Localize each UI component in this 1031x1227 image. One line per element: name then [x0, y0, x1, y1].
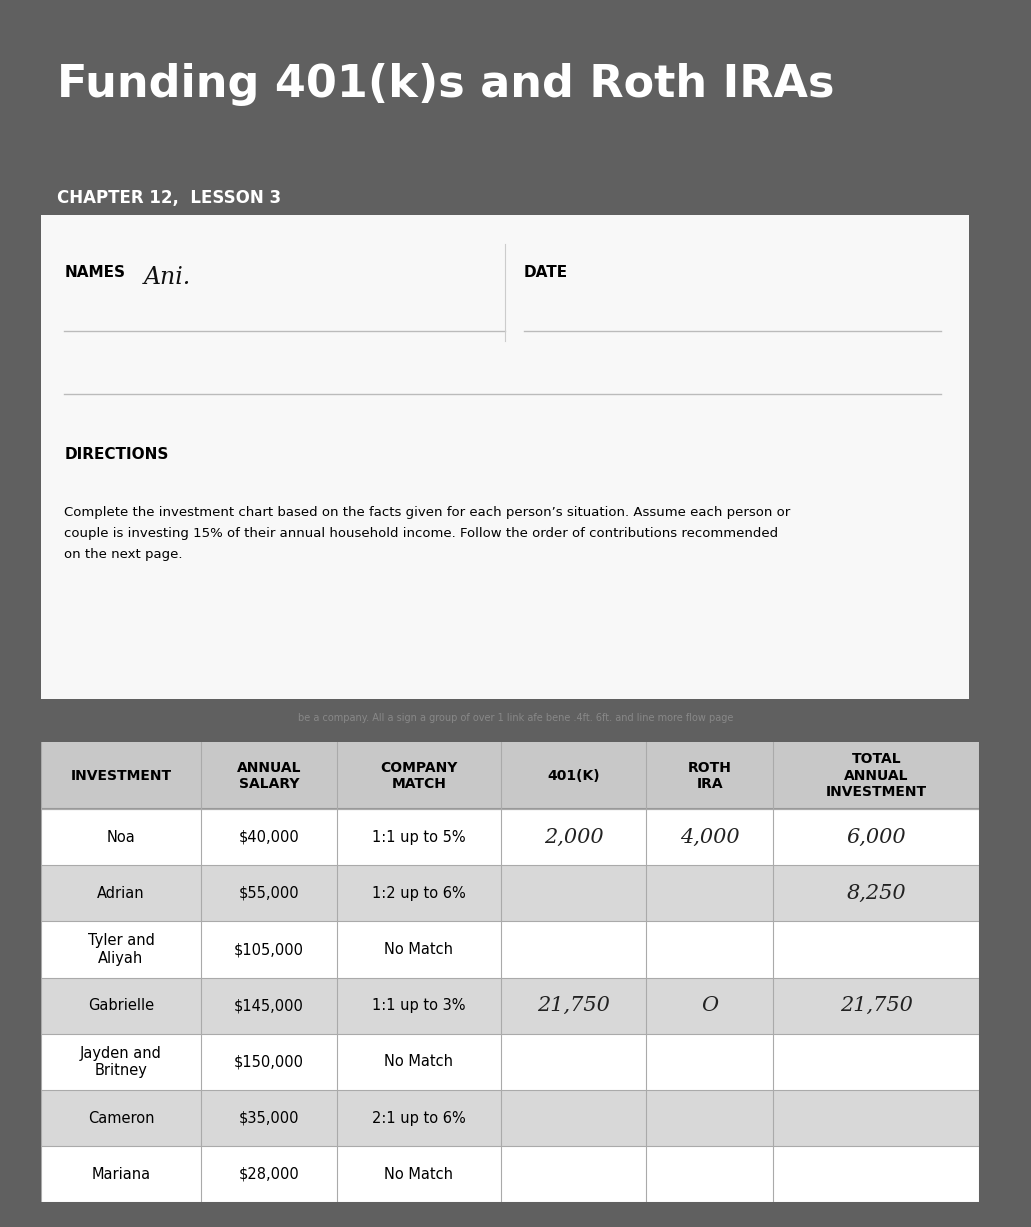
- Text: No Match: No Match: [385, 942, 454, 957]
- Text: ROTH
IRA: ROTH IRA: [688, 761, 732, 790]
- Text: INVESTMENT: INVESTMENT: [70, 768, 171, 783]
- Text: Jayden and
Britney: Jayden and Britney: [80, 1045, 162, 1079]
- Bar: [41, 1146, 979, 1202]
- Bar: [41, 1090, 979, 1146]
- Text: DIRECTIONS: DIRECTIONS: [64, 448, 169, 463]
- Text: be a company. All a sign a group of over 1 link afe bene .4ft. 6ft. and line mor: be a company. All a sign a group of over…: [298, 713, 733, 723]
- Text: 21,750: 21,750: [537, 996, 610, 1015]
- Text: COMPANY
MATCH: COMPANY MATCH: [380, 761, 458, 790]
- Text: NAMES: NAMES: [64, 265, 126, 281]
- Bar: [41, 809, 979, 865]
- Text: Ani.: Ani.: [143, 266, 191, 290]
- Text: Noa: Noa: [106, 829, 135, 844]
- Text: Complete the investment chart based on the facts given for each person’s situati: Complete the investment chart based on t…: [64, 506, 791, 561]
- Text: 8,250: 8,250: [846, 883, 906, 903]
- Text: 21,750: 21,750: [840, 996, 912, 1015]
- Bar: [41, 1034, 979, 1090]
- Text: Mariana: Mariana: [92, 1167, 151, 1182]
- Text: O: O: [701, 996, 719, 1015]
- Text: $55,000: $55,000: [238, 886, 299, 901]
- Bar: [41, 978, 979, 1034]
- Bar: [41, 865, 979, 921]
- Text: 1:2 up to 6%: 1:2 up to 6%: [372, 886, 466, 901]
- Text: Gabrielle: Gabrielle: [88, 999, 154, 1014]
- Text: 1:1 up to 5%: 1:1 up to 5%: [372, 829, 466, 844]
- Text: 1:1 up to 3%: 1:1 up to 3%: [372, 999, 466, 1014]
- Text: $150,000: $150,000: [234, 1054, 304, 1070]
- FancyBboxPatch shape: [23, 205, 988, 709]
- Text: Adrian: Adrian: [97, 886, 144, 901]
- Text: ANNUAL
SALARY: ANNUAL SALARY: [236, 761, 301, 790]
- Text: 6,000: 6,000: [846, 828, 906, 847]
- Text: $40,000: $40,000: [238, 829, 299, 844]
- Text: No Match: No Match: [385, 1167, 454, 1182]
- Text: $35,000: $35,000: [238, 1110, 299, 1125]
- Bar: [41, 742, 979, 809]
- Bar: [41, 921, 979, 978]
- Text: CHAPTER 12,  LESSON 3: CHAPTER 12, LESSON 3: [57, 189, 280, 207]
- Text: $145,000: $145,000: [234, 999, 304, 1014]
- Text: DATE: DATE: [524, 265, 568, 281]
- Text: 401(K): 401(K): [547, 768, 600, 783]
- Text: $28,000: $28,000: [238, 1167, 299, 1182]
- Text: $105,000: $105,000: [234, 942, 304, 957]
- Text: 2:1 up to 6%: 2:1 up to 6%: [372, 1110, 466, 1125]
- Text: TOTAL
ANNUAL
INVESTMENT: TOTAL ANNUAL INVESTMENT: [826, 752, 927, 799]
- Text: 2,000: 2,000: [544, 828, 603, 847]
- Text: No Match: No Match: [385, 1054, 454, 1070]
- FancyBboxPatch shape: [32, 737, 989, 1207]
- Text: Cameron: Cameron: [88, 1110, 155, 1125]
- Text: Tyler and
Aliyah: Tyler and Aliyah: [88, 934, 155, 966]
- Text: Funding 401(k)s and Roth IRAs: Funding 401(k)s and Roth IRAs: [57, 63, 834, 106]
- Text: 4,000: 4,000: [679, 828, 739, 847]
